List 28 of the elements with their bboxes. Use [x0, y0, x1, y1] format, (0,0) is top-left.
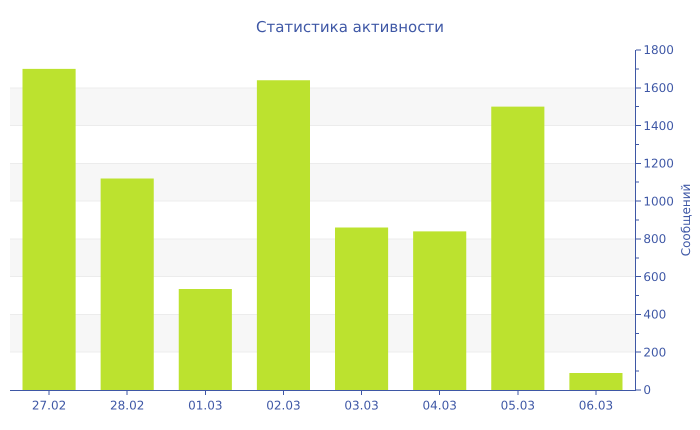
y-tick-label: 0 — [643, 383, 652, 398]
y-tick-label: 1000 — [643, 194, 674, 208]
bar — [100, 178, 154, 390]
y-tick-label: 1800 — [643, 43, 674, 58]
y-tick-label: 600 — [643, 270, 666, 284]
x-tick-label: 01.03 — [188, 398, 222, 412]
y-tick-label: 400 — [643, 308, 666, 322]
bar — [569, 373, 622, 390]
bar — [256, 80, 310, 390]
x-tick-label: 05.03 — [500, 398, 535, 412]
y-tick-label: 1600 — [643, 80, 674, 95]
bar — [335, 228, 388, 390]
y-tick-label: 1200 — [643, 156, 674, 171]
y-axis-title: Сообщений — [678, 184, 693, 256]
chart-title: Статистика активности — [256, 18, 444, 36]
x-tick-label: 06.03 — [578, 398, 614, 412]
y-tick-label: 200 — [643, 345, 666, 360]
bar — [178, 288, 232, 390]
x-tick-label: 03.03 — [344, 398, 379, 412]
x-tick-label: 27.02 — [32, 398, 66, 412]
y-tick-label: 1400 — [643, 118, 674, 133]
bar — [413, 231, 466, 390]
x-tick-label: 02.03 — [266, 398, 301, 412]
bar — [22, 68, 76, 390]
y-tick-label: 800 — [643, 232, 666, 246]
x-tick-label: 28.02 — [110, 398, 144, 412]
bar — [491, 106, 544, 390]
x-tick-label: 04.03 — [422, 398, 457, 412]
